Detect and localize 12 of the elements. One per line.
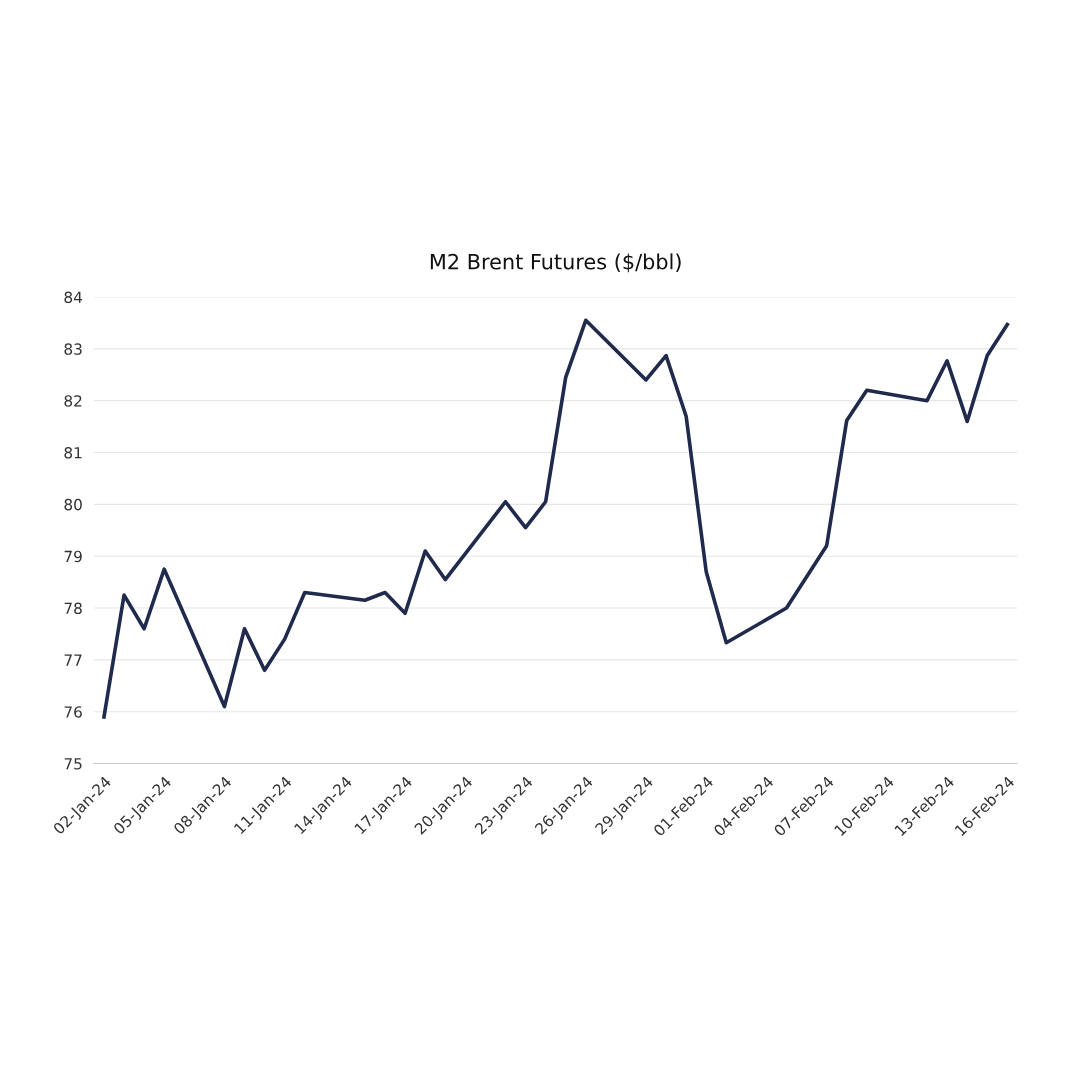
- y-tick-label: 81: [64, 446, 82, 459]
- y-tick-label: 80: [64, 498, 82, 511]
- y-tick-label: 75: [64, 758, 82, 770]
- y-tick-label: 82: [64, 395, 82, 407]
- chart-title: M2 Brent Futures ($/bbl): [430, 253, 681, 273]
- y-tick-label: 84: [64, 291, 82, 304]
- y-tick-label: 77: [64, 654, 82, 666]
- y-tick-label: 83: [64, 343, 82, 355]
- line-series: [102, 318, 1010, 719]
- y-tick-label: 79: [64, 550, 82, 563]
- y-tick-label: 78: [64, 602, 82, 615]
- y-tick-label: 76: [64, 706, 82, 718]
